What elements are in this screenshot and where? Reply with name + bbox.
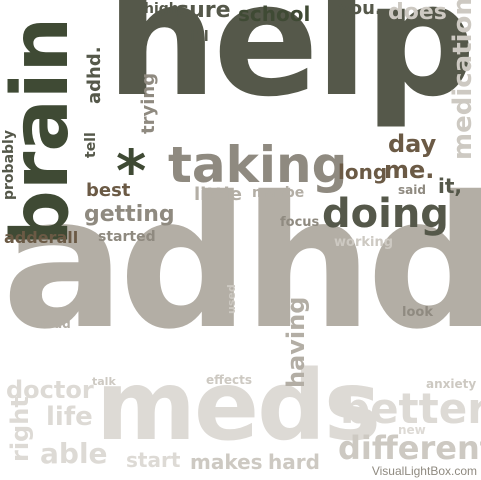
word-does: does: [388, 0, 447, 25]
word-anxiety: anxiety: [426, 377, 477, 391]
word-high: high: [144, 1, 179, 17]
word-able: able: [40, 437, 108, 470]
word-life: life: [46, 402, 93, 432]
word-read: read: [40, 317, 71, 331]
word-medication: medication: [448, 0, 478, 160]
word-long: long: [338, 160, 388, 184]
word-it: it,: [438, 174, 463, 198]
word-you: you.: [338, 0, 382, 19]
word-getting: getting: [84, 202, 175, 227]
word-said: said: [398, 183, 426, 197]
word-adderall: adderall: [4, 228, 79, 247]
word-adhd-large: adhd: [2, 157, 481, 369]
word-ill: i'll: [190, 29, 209, 45]
word-used: used: [225, 284, 238, 314]
word-tell: tell: [83, 132, 99, 158]
word-adhd-small: adhd.: [84, 46, 105, 104]
word-makes: makes: [190, 450, 263, 474]
word-talk: talk: [92, 375, 116, 388]
word-trying: trying: [138, 72, 159, 134]
word-maybe: maybe: [252, 185, 305, 201]
word-different: different: [338, 429, 481, 467]
word-hard: hard: [268, 450, 320, 474]
word-meds: meds: [96, 350, 381, 462]
word-started: started: [98, 229, 156, 245]
word-probably: probably: [1, 130, 17, 200]
word-sure: sure: [176, 0, 231, 23]
word-start: start: [126, 448, 181, 472]
word-school: school: [238, 2, 311, 26]
word-best: best: [86, 180, 131, 201]
word-day: day: [388, 130, 437, 158]
word-doing: doing: [322, 191, 449, 237]
word-little: little: [194, 184, 242, 205]
word-taking: taking: [168, 136, 348, 194]
word-doctor: doctor: [6, 376, 94, 404]
word-focus: focus: [280, 215, 320, 230]
word-help: help: [106, 0, 476, 131]
word-look: look: [402, 305, 433, 320]
word-asterisk: *: [116, 137, 147, 205]
credit-link[interactable]: VisualLightBox.com: [371, 464, 477, 478]
word-having: having: [282, 296, 310, 388]
word-me: me.: [384, 156, 435, 184]
word-new: new: [398, 423, 426, 437]
word-right: right: [6, 396, 34, 462]
word-effects: effects: [206, 373, 252, 387]
word-better: better: [340, 384, 481, 433]
word-working: working: [334, 235, 394, 250]
